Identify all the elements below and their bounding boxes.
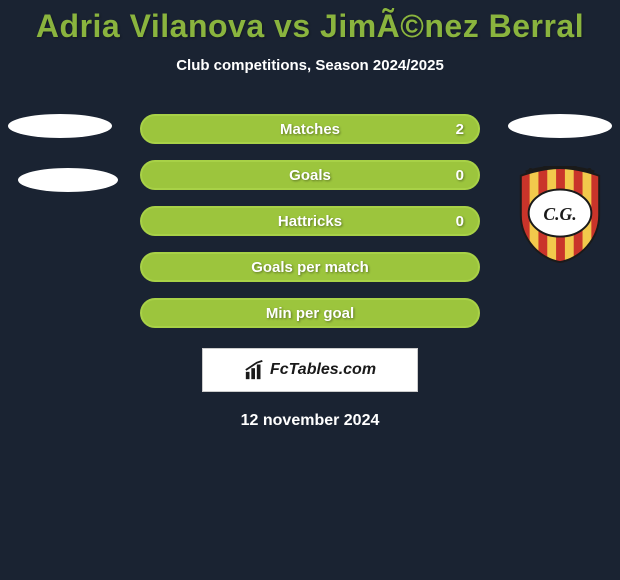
stat-value: 2 — [456, 121, 464, 138]
stat-bar-min-per-goal: Min per goal — [140, 298, 480, 328]
stat-label: Goals — [289, 167, 331, 184]
svg-text:C.G.: C.G. — [543, 204, 576, 224]
date-label: 12 november 2024 — [0, 412, 620, 430]
stat-bar-goals: Goals 0 — [140, 160, 480, 190]
right-badge-group: C.G. — [508, 114, 612, 264]
stat-bar-hattricks: Hattricks 0 — [140, 206, 480, 236]
left-placeholder-oval — [18, 168, 118, 192]
bar-chart-icon — [244, 359, 266, 381]
stat-label: Min per goal — [266, 305, 354, 322]
stat-label: Matches — [280, 121, 340, 138]
season-subtitle: Club competitions, Season 2024/2025 — [0, 57, 620, 74]
left-placeholder-oval — [8, 114, 112, 138]
stat-label: Hattricks — [278, 213, 342, 230]
right-placeholder-oval — [508, 114, 612, 138]
stat-bar-matches: Matches 2 — [140, 114, 480, 144]
stat-value: 0 — [456, 213, 464, 230]
stat-bars: Matches 2 Goals 0 Hattricks 0 Goals per … — [140, 114, 480, 328]
stat-bar-goals-per-match: Goals per match — [140, 252, 480, 282]
comparison-title: Adria Vilanova vs JimÃ©nez Berral — [0, 8, 620, 45]
club-crest-icon: C.G. — [511, 166, 609, 264]
stats-area: C.G. Matches 2 Goals 0 — [0, 114, 620, 430]
fctables-logo: FcTables.com — [202, 348, 418, 392]
logo-text: FcTables.com — [270, 361, 376, 379]
left-placeholder-group — [8, 114, 118, 192]
stat-label: Goals per match — [251, 259, 369, 276]
infographic-container: Adria Vilanova vs JimÃ©nez Berral Club c… — [0, 0, 620, 430]
stat-value: 0 — [456, 167, 464, 184]
